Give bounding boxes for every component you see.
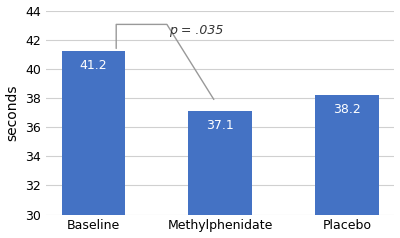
Bar — [62, 51, 125, 238]
Text: 38.2: 38.2 — [333, 103, 361, 116]
Text: 37.1: 37.1 — [206, 119, 234, 132]
Text: p = .035: p = .035 — [170, 24, 224, 37]
Text: 41.2: 41.2 — [80, 59, 107, 72]
Bar — [315, 95, 378, 238]
Y-axis label: seconds: seconds — [6, 84, 20, 141]
Bar — [188, 111, 252, 238]
